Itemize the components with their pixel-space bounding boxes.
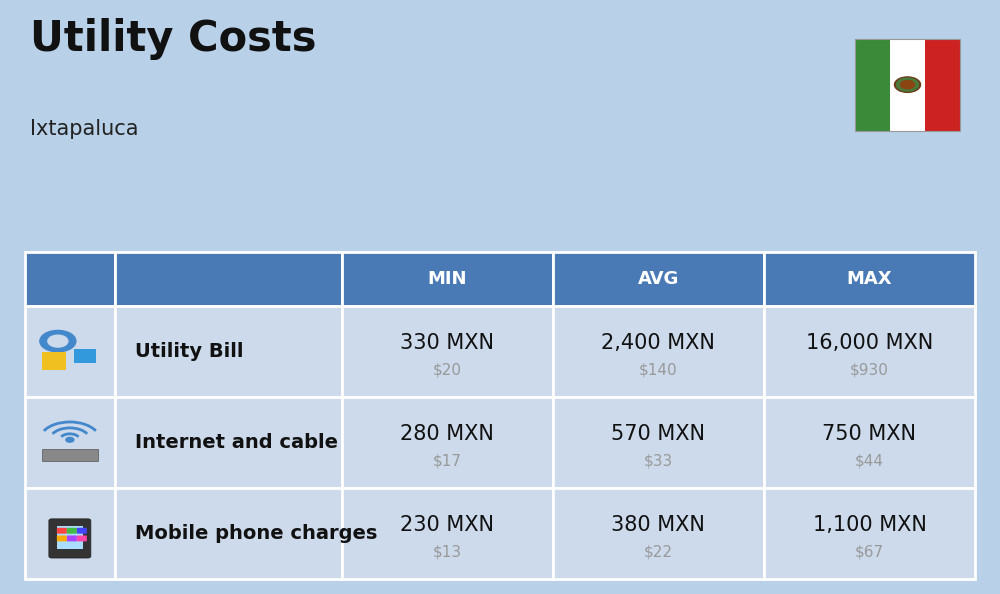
FancyBboxPatch shape [764,397,975,488]
Text: $33: $33 [644,453,673,469]
Text: $17: $17 [433,453,462,469]
Text: 230 MXN: 230 MXN [400,514,494,535]
Text: 1,100 MXN: 1,100 MXN [813,514,926,535]
Text: 380 MXN: 380 MXN [611,514,705,535]
FancyBboxPatch shape [553,307,764,397]
FancyBboxPatch shape [25,307,115,397]
Text: Utility Bill: Utility Bill [135,342,243,361]
Text: $930: $930 [850,362,889,378]
FancyBboxPatch shape [342,252,553,307]
Circle shape [896,78,918,91]
Circle shape [900,80,914,89]
Text: $44: $44 [855,453,884,469]
FancyBboxPatch shape [890,39,925,131]
FancyBboxPatch shape [115,252,342,307]
FancyBboxPatch shape [115,307,342,397]
FancyBboxPatch shape [67,535,77,541]
FancyBboxPatch shape [25,252,115,307]
FancyBboxPatch shape [42,448,98,460]
FancyBboxPatch shape [764,252,975,307]
FancyBboxPatch shape [855,39,890,131]
FancyBboxPatch shape [115,397,342,488]
Text: MIN: MIN [427,270,467,289]
FancyBboxPatch shape [925,39,960,131]
Text: AVG: AVG [638,270,679,289]
Text: Ixtapaluca: Ixtapaluca [30,119,138,139]
FancyBboxPatch shape [57,527,67,533]
FancyBboxPatch shape [25,488,115,579]
Text: 570 MXN: 570 MXN [611,424,705,444]
Text: 750 MXN: 750 MXN [822,424,916,444]
FancyBboxPatch shape [553,488,764,579]
Text: 16,000 MXN: 16,000 MXN [806,333,933,353]
Circle shape [48,335,68,347]
FancyBboxPatch shape [115,488,342,579]
Text: MAX: MAX [847,270,892,289]
FancyBboxPatch shape [49,519,91,558]
Text: 2,400 MXN: 2,400 MXN [601,333,715,353]
Text: $67: $67 [855,544,884,560]
Circle shape [895,77,920,92]
FancyBboxPatch shape [342,307,553,397]
FancyBboxPatch shape [764,307,975,397]
FancyBboxPatch shape [342,488,553,579]
Text: $20: $20 [433,362,462,378]
Circle shape [40,330,76,352]
FancyBboxPatch shape [57,526,83,548]
FancyBboxPatch shape [42,352,66,369]
FancyBboxPatch shape [77,527,87,533]
Text: Utility Costs: Utility Costs [30,18,316,60]
FancyBboxPatch shape [67,527,77,533]
Circle shape [66,437,74,442]
Text: Internet and cable: Internet and cable [135,433,338,452]
FancyBboxPatch shape [764,488,975,579]
FancyBboxPatch shape [74,349,96,362]
Text: $13: $13 [433,544,462,560]
Text: $22: $22 [644,544,673,560]
Text: 280 MXN: 280 MXN [400,424,494,444]
Text: $140: $140 [639,362,678,378]
FancyBboxPatch shape [553,397,764,488]
FancyBboxPatch shape [342,397,553,488]
FancyBboxPatch shape [77,535,87,541]
FancyBboxPatch shape [57,535,67,541]
Text: 330 MXN: 330 MXN [400,333,494,353]
FancyBboxPatch shape [553,252,764,307]
FancyBboxPatch shape [25,397,115,488]
Text: Mobile phone charges: Mobile phone charges [135,524,377,543]
